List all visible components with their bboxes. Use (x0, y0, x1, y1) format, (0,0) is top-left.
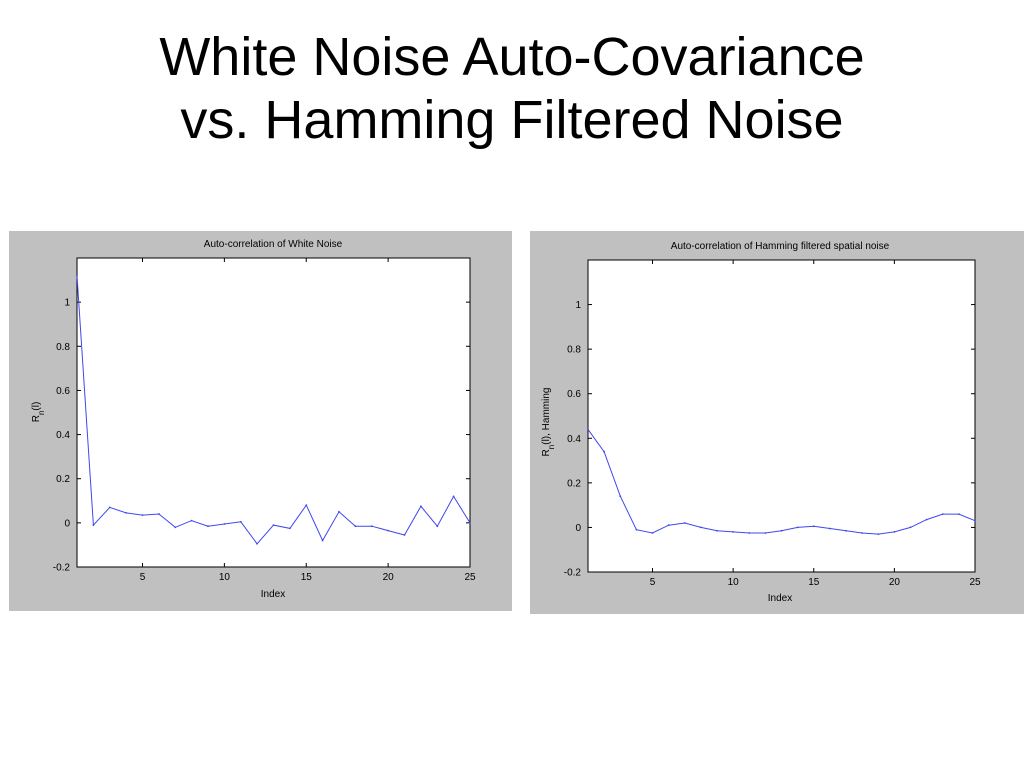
y-axis-label-sub: n (37, 411, 46, 415)
x-tick-label: 20 (889, 577, 901, 588)
data-point (667, 524, 670, 527)
y-tick-label: 1 (575, 300, 581, 311)
data-point (436, 525, 439, 528)
data-point (683, 522, 686, 524)
x-tick-label: 10 (219, 572, 231, 583)
slide-title-line-2: vs. Hamming Filtered Noise (180, 90, 844, 150)
plot-area (587, 259, 976, 573)
data-point (812, 525, 815, 528)
hamming-noise-figure: Auto-correlation of Hamming filtered spa… (530, 231, 1024, 614)
data-point (941, 513, 944, 515)
data-point (845, 529, 847, 532)
data-point (272, 524, 275, 526)
data-point (635, 528, 638, 531)
y-axis-label-rest: (l), Hamming (541, 388, 552, 445)
y-tick-label: 0.8 (56, 342, 70, 353)
data-point (108, 506, 111, 509)
data-point (354, 525, 357, 528)
data-point (716, 529, 718, 532)
x-tick-label: 25 (464, 572, 476, 583)
data-point (158, 513, 160, 515)
y-tick-label: 0.6 (56, 386, 70, 397)
tick-layer: 5 10 15 20 25 -0.2 0 0.2 0.4 0.6 0.8 1 (53, 258, 476, 583)
hamming-noise-chart: Auto-correlation of Hamming filtered spa… (541, 241, 981, 604)
slide-title-line-1: White Noise Auto-Covariance (159, 27, 865, 87)
chart-title: Auto-correlation of White Noise (204, 239, 343, 250)
y-axis-label-main: R (31, 415, 42, 422)
plot-area (76, 257, 471, 568)
data-point (619, 495, 622, 498)
y-tick-label: 0.2 (56, 474, 70, 485)
data-point (796, 526, 799, 529)
data-point (893, 531, 896, 533)
white-noise-chart: Auto-correlation of White Noise 5 10 15 20 2… (31, 239, 476, 600)
x-tick-label: 25 (969, 577, 981, 588)
data-points (587, 428, 976, 535)
data-point (174, 526, 177, 529)
data-point (207, 525, 209, 528)
data-point (338, 510, 340, 513)
x-axis-label: Index (768, 593, 792, 604)
y-tick-label: 0.6 (567, 389, 581, 400)
y-tick-label: 0 (64, 518, 70, 529)
data-point (92, 524, 95, 526)
data-point (603, 450, 605, 453)
y-axis-label: Rn(l), Hamming (541, 388, 556, 457)
y-tick-label: 1 (64, 298, 70, 309)
data-point (877, 533, 880, 535)
data-point (125, 512, 127, 514)
data-point (651, 532, 654, 534)
data-points (76, 274, 471, 545)
chart-title: Auto-correlation of Hamming filtered spa… (671, 241, 890, 252)
y-tick-label: -0.2 (53, 563, 71, 574)
data-point (469, 522, 471, 524)
x-tick-label: 5 (140, 572, 146, 583)
y-tick-label: 0.2 (567, 478, 581, 489)
white-noise-figure: Auto-correlation of White Noise 5 10 15 20 2… (9, 231, 512, 611)
y-tick-label: -0.2 (564, 568, 582, 579)
data-point (239, 520, 242, 523)
data-point (925, 518, 928, 521)
y-axis-label-main: R (541, 449, 552, 456)
data-point (452, 495, 455, 498)
data-point (420, 505, 422, 508)
data-point (190, 519, 193, 522)
data-point (223, 523, 226, 525)
x-axis-label: Index (261, 589, 285, 600)
data-point (861, 532, 863, 534)
y-tick-label: 0.4 (56, 430, 70, 441)
data-point (256, 542, 258, 545)
y-tick-label: 0.8 (567, 345, 581, 356)
data-point (321, 539, 324, 542)
x-tick-label: 15 (808, 577, 820, 588)
y-tick-label: 0 (575, 523, 581, 534)
data-point (909, 526, 912, 529)
data-point (387, 529, 389, 532)
data-point (748, 532, 751, 534)
data-point (764, 532, 767, 534)
x-tick-label: 10 (728, 577, 740, 588)
data-point (289, 527, 291, 530)
y-axis-label-rest: (l) (31, 402, 42, 411)
data-point (829, 527, 831, 530)
data-point (76, 274, 78, 277)
data-point (958, 513, 960, 515)
slide-title: White Noise Auto-Covariance vs. Hamming … (0, 26, 1024, 152)
x-tick-label: 15 (301, 572, 313, 583)
data-point (700, 526, 702, 529)
x-tick-label: 5 (650, 577, 656, 588)
tick-layer: 5 10 15 20 25 -0.2 0 0.2 0.4 0.6 0.8 1 (564, 260, 981, 588)
data-point (732, 531, 734, 533)
data-point (974, 519, 976, 522)
y-axis-label-sub: n (547, 445, 556, 449)
data-point (141, 514, 144, 516)
data-point (403, 534, 406, 536)
y-tick-label: 0.4 (567, 434, 581, 445)
data-point (370, 525, 373, 528)
y-axis-label: Rn(l) (31, 402, 46, 423)
data-point (780, 529, 783, 532)
data-point (305, 504, 308, 507)
x-tick-label: 20 (383, 572, 395, 583)
data-point (587, 428, 589, 431)
